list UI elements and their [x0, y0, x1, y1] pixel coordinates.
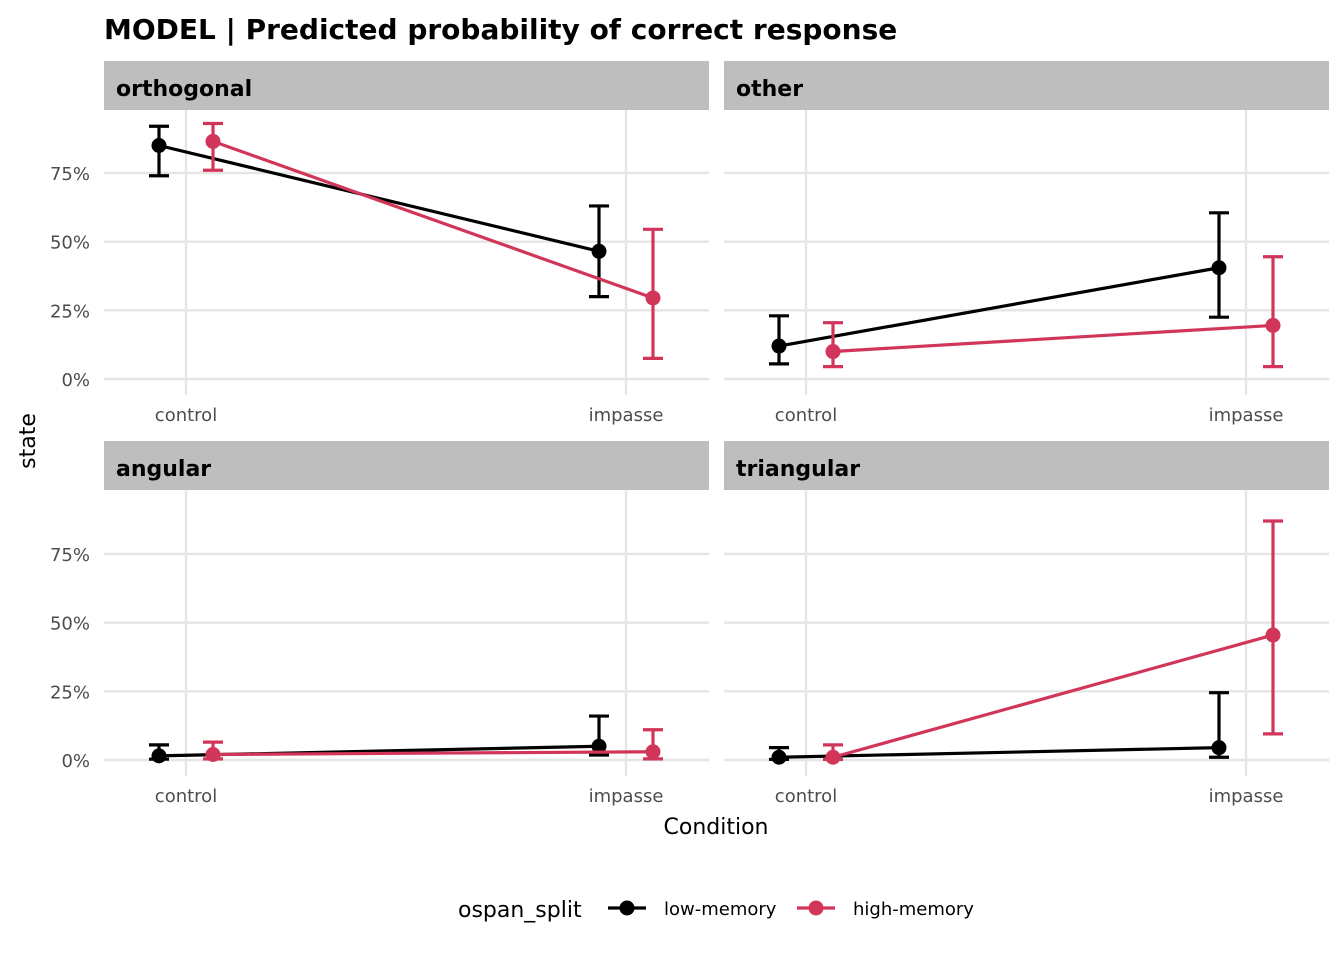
x-tick-label: impasse	[589, 786, 664, 807]
facet-label: angular	[116, 457, 211, 482]
facet-strip	[724, 61, 1329, 110]
x-tick-label: control	[775, 405, 837, 426]
y-tick-label: 50%	[50, 233, 90, 254]
legend-key-point	[808, 900, 824, 916]
chart-title: MODEL | Predicted probability of correct…	[104, 13, 897, 46]
x-tick-label: impasse	[1209, 405, 1284, 426]
data-point-high-memory	[1265, 317, 1281, 333]
x-tick-label: impasse	[589, 405, 664, 426]
panel-angular: angular 0% 25% 50% 75% control impasse	[50, 441, 709, 807]
series-line-low-memory	[778, 266, 1220, 348]
panel-other: other control impasse	[724, 61, 1329, 426]
x-tick-label: control	[155, 405, 217, 426]
legend-label: low-memory	[664, 899, 777, 920]
facet-label: orthogonal	[116, 77, 252, 102]
x-tick-label: control	[155, 786, 217, 807]
x-tick-label: impasse	[1209, 786, 1284, 807]
y-tick-label: 25%	[50, 301, 90, 322]
data-point-high-memory	[205, 747, 221, 763]
x-axis-title: Condition	[664, 815, 769, 840]
x-tick-label: control	[775, 786, 837, 807]
error-bar-high-memory	[1263, 519, 1283, 736]
error-bar-high-memory	[1263, 255, 1283, 369]
y-tick-label: 25%	[50, 682, 90, 703]
panel-orthogonal: orthogonal 0% 25% 50% 75% control impasse	[50, 61, 709, 426]
facet-label: other	[736, 77, 803, 102]
data-point-low-memory	[591, 738, 607, 754]
series-line-low-memory	[778, 746, 1220, 759]
y-tick-label: 0%	[61, 751, 90, 772]
y-axis-title: state	[16, 413, 41, 469]
series-line-high-memory	[832, 633, 1274, 759]
data-point-low-memory	[151, 748, 167, 764]
y-tick-label: 0%	[61, 370, 90, 391]
data-point-low-memory	[591, 243, 607, 259]
y-tick-label: 50%	[50, 614, 90, 635]
data-point-high-memory	[645, 744, 661, 760]
legend-label: high-memory	[853, 899, 974, 920]
facet-strip	[104, 441, 709, 490]
data-point-high-memory	[825, 749, 841, 765]
y-tick-label: 75%	[50, 164, 90, 185]
y-tick-label: 75%	[50, 545, 90, 566]
legend-title: ospan_split	[458, 898, 582, 923]
facet-label: triangular	[736, 457, 860, 482]
data-point-low-memory	[151, 138, 167, 154]
legend-item-high-memory: high-memory	[797, 899, 974, 920]
series-line-high-memory	[212, 750, 654, 757]
data-point-low-memory	[771, 749, 787, 765]
data-point-low-memory	[771, 338, 787, 354]
series-line-high-memory	[212, 139, 654, 300]
legend-key-point	[619, 900, 635, 916]
facet-strip	[724, 441, 1329, 490]
data-point-high-memory	[205, 133, 221, 149]
data-point-high-memory	[645, 290, 661, 306]
data-point-low-memory	[1211, 740, 1227, 756]
panel-triangular: triangular control impasse	[724, 441, 1329, 807]
series-line-high-memory	[832, 323, 1274, 354]
data-point-high-memory	[1265, 627, 1281, 643]
series-line-low-memory	[158, 143, 600, 253]
legend: ospan_split low-memory high-memory	[458, 898, 974, 923]
data-point-high-memory	[825, 344, 841, 360]
facet-strip	[104, 61, 709, 110]
legend-item-low-memory: low-memory	[608, 899, 777, 920]
data-point-low-memory	[1211, 260, 1227, 276]
